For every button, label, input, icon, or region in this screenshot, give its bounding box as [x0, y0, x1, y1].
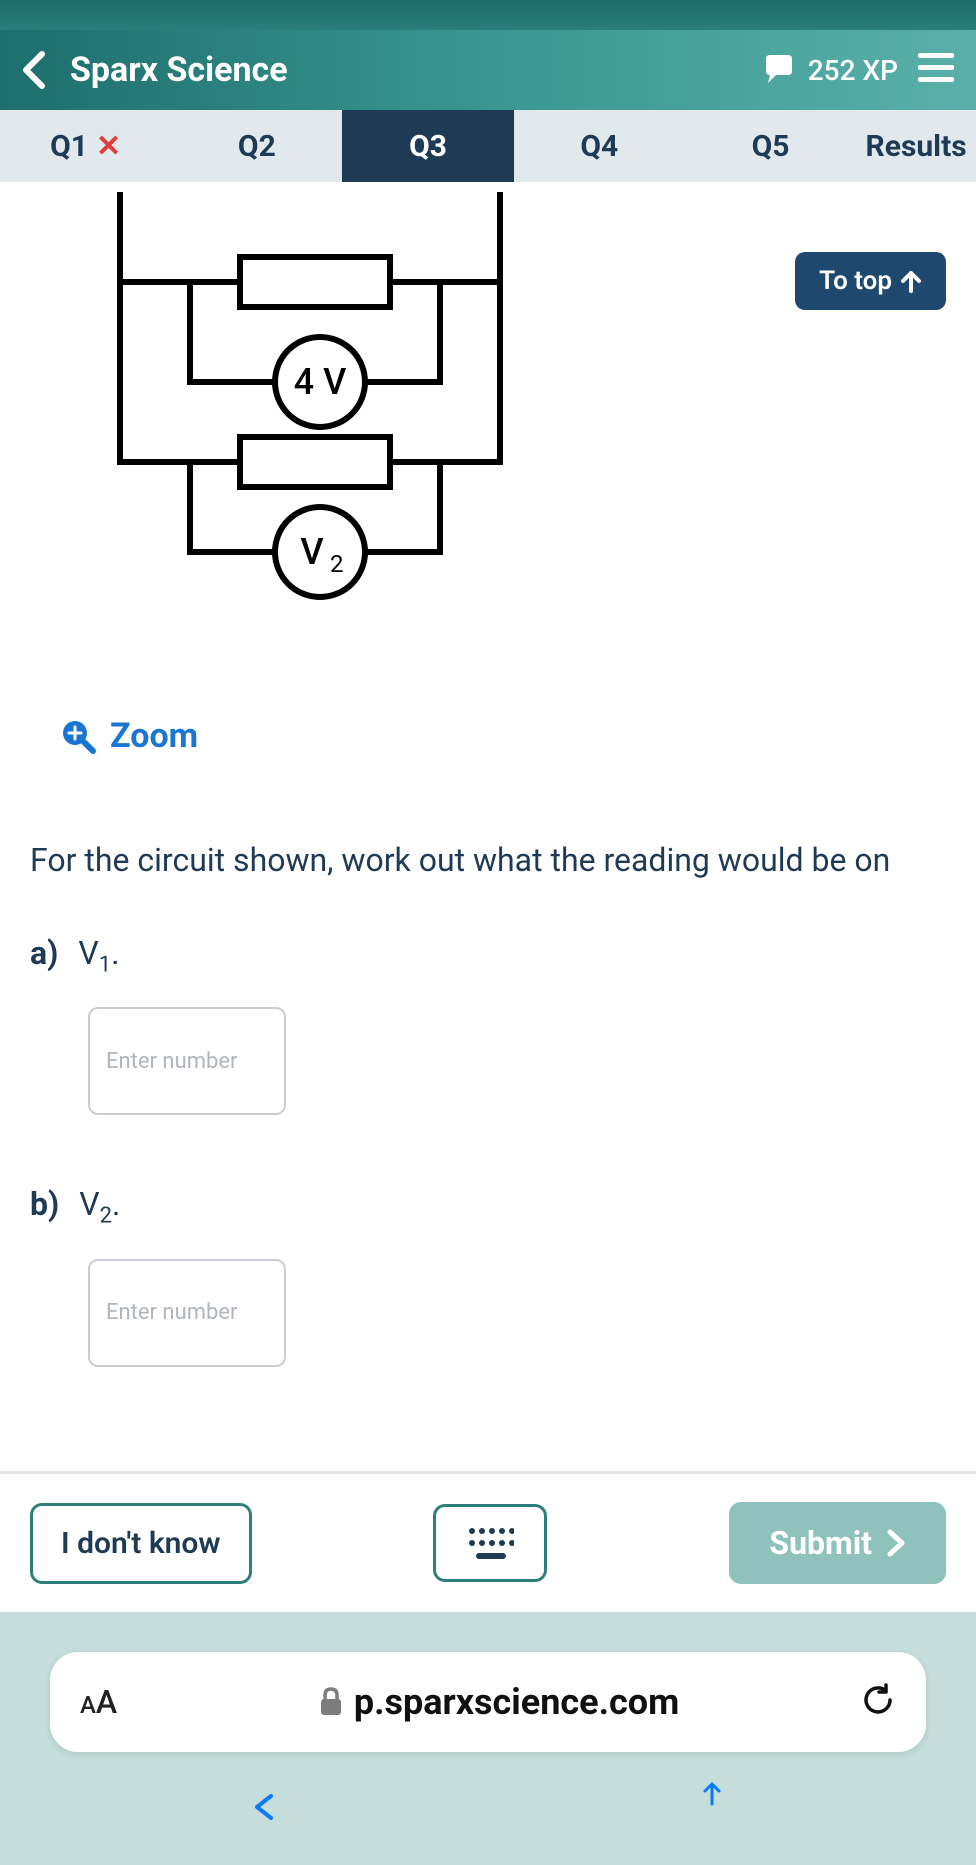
tab-label: Q5 — [752, 129, 790, 164]
tab-label: Q3 — [409, 129, 447, 164]
to-top-button[interactable]: To top — [795, 252, 946, 310]
app-header: Sparx Science 252 XP — [0, 30, 976, 110]
reload-icon — [860, 1682, 896, 1718]
action-bar: I don't know Submit — [0, 1471, 976, 1612]
tab-label: Q1 — [50, 129, 88, 164]
part-b: b) V2. — [30, 1185, 946, 1228]
answer-input-a[interactable] — [88, 1007, 286, 1115]
browser-toolbar — [0, 1752, 976, 1822]
app-title: Sparx Science — [70, 50, 762, 90]
hamburger-icon — [916, 51, 956, 85]
wrong-icon: ✕ — [96, 129, 121, 164]
question-text: For the circuit shown, work out what the… — [30, 836, 946, 884]
tab-q2[interactable]: Q2 — [171, 110, 342, 182]
part-variable: V1. — [78, 934, 119, 977]
voltmeter2-sub: 2 — [330, 550, 344, 578]
voltmeter2-label: V — [300, 531, 323, 573]
tab-q4[interactable]: Q4 — [514, 110, 685, 182]
browser-address-bar[interactable]: AA p.sparxscience.com — [50, 1652, 926, 1752]
url-display[interactable]: p.sparxscience.com — [137, 1681, 860, 1723]
tab-q3[interactable]: Q3 — [342, 110, 513, 182]
tab-label: Q2 — [238, 129, 276, 164]
text-size-button[interactable]: AA — [80, 1683, 117, 1721]
nav-back-icon[interactable] — [249, 1792, 279, 1822]
keypad-icon — [466, 1525, 514, 1561]
zoom-button[interactable]: Zoom — [60, 716, 946, 756]
submit-label: Submit — [769, 1524, 872, 1562]
tab-results[interactable]: Results — [856, 110, 976, 182]
part-letter: b) — [30, 1185, 59, 1223]
tab-label: Results — [866, 129, 967, 164]
zoom-in-icon — [60, 718, 96, 754]
share-icon[interactable] — [697, 1782, 727, 1822]
part-variable: V2. — [79, 1185, 120, 1228]
chevron-left-icon — [20, 50, 46, 90]
voltmeter1-label: 4 V — [294, 361, 347, 403]
chevron-right-icon — [886, 1528, 906, 1558]
menu-button[interactable] — [916, 51, 956, 89]
content-area: To top — [0, 182, 976, 1612]
tab-label: Q4 — [580, 129, 618, 164]
answer-input-b[interactable] — [88, 1259, 286, 1367]
xp-value: 252 XP — [808, 54, 898, 87]
back-button[interactable] — [20, 50, 60, 90]
tab-q5[interactable]: Q5 — [685, 110, 856, 182]
chat-icon — [762, 53, 796, 87]
status-bar — [0, 0, 976, 30]
lock-icon — [318, 1687, 344, 1717]
question-tabs: Q1 ✕ Q2 Q3 Q4 Q5 Results — [0, 110, 976, 182]
tab-q1[interactable]: Q1 ✕ — [0, 110, 171, 182]
arrow-up-icon — [900, 269, 922, 293]
keypad-button[interactable] — [433, 1504, 547, 1582]
url-text: p.sparxscience.com — [354, 1681, 680, 1723]
reload-button[interactable] — [860, 1682, 896, 1722]
submit-button[interactable]: Submit — [729, 1502, 946, 1584]
circuit-diagram: 4 V V 2 — [30, 182, 946, 636]
zoom-label: Zoom — [110, 716, 198, 756]
part-letter: a) — [30, 934, 58, 972]
i-dont-know-button[interactable]: I don't know — [30, 1503, 252, 1584]
xp-display[interactable]: 252 XP — [762, 53, 898, 87]
part-a: a) V1. — [30, 934, 946, 977]
to-top-label: To top — [819, 266, 892, 296]
